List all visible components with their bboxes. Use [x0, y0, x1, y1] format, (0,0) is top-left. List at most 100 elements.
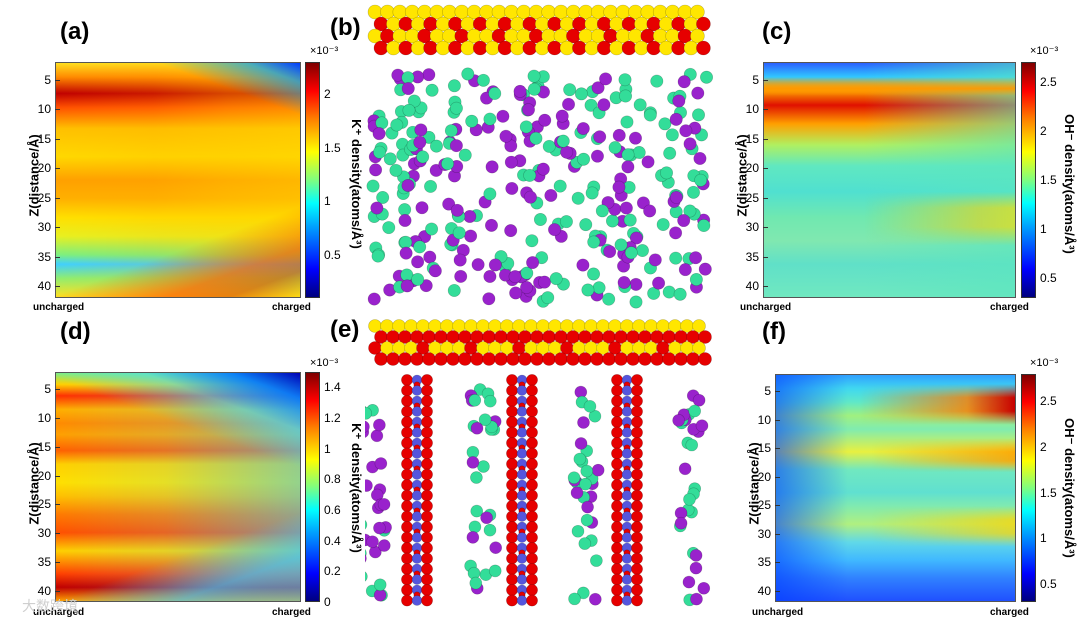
- heatmap-c-ytick-mark-7: [763, 286, 768, 288]
- slab-atom: [506, 500, 518, 512]
- surface-atom: [572, 40, 587, 56]
- slab-atom: [611, 468, 623, 481]
- ion-atom: [413, 240, 427, 254]
- ion-atom: [447, 79, 461, 93]
- ion-atom: [633, 98, 647, 112]
- slab-atom: [621, 385, 633, 396]
- ion-atom: [533, 213, 547, 227]
- ion-atom: [621, 160, 635, 174]
- ion-atom: [461, 67, 475, 81]
- slab-atom: [631, 479, 643, 491]
- slab-atom: [611, 479, 623, 491]
- ion-atom: [483, 112, 497, 126]
- surface-atom: [534, 40, 550, 56]
- heatmap-d-ytick-1: 10: [37, 411, 51, 425]
- ion-atom: [697, 219, 711, 233]
- colorbar-d-tick-6: 1.2: [324, 411, 341, 425]
- ion-atom: [414, 123, 428, 137]
- slab-atom: [421, 489, 433, 502]
- ion-atom: [585, 186, 599, 200]
- ion-atom: [478, 413, 492, 427]
- slab-atom: [401, 468, 413, 481]
- surface-atom: [522, 40, 538, 56]
- ion-atom: [383, 152, 397, 166]
- ion-atom: [466, 456, 480, 469]
- colorbar-d-tick-2: 0.4: [324, 533, 341, 548]
- ion-atom: [483, 394, 497, 408]
- slab-atom: [411, 574, 423, 585]
- ion-atom: [563, 83, 577, 97]
- ion-atom: [579, 477, 592, 491]
- heatmap-f-ylabel: Z(distance/Å): [746, 442, 762, 525]
- slab-atom: [421, 416, 433, 428]
- slab-atom: [516, 385, 528, 396]
- slab-atom: [421, 521, 433, 533]
- surface-atom: [373, 40, 389, 56]
- colorbar-d-tick-4: 0.8: [324, 472, 341, 487]
- slab-atom: [421, 395, 433, 407]
- surface-atom: [386, 352, 400, 366]
- surface-atom: [482, 352, 496, 366]
- ion-atom: [399, 235, 413, 249]
- ion-atom: [559, 215, 573, 229]
- ion-atom: [577, 152, 591, 166]
- heatmap-c-ytick-mark-3: [763, 168, 768, 170]
- heatmap-c-plot: [763, 62, 1016, 298]
- ion-atom: [692, 393, 706, 407]
- ion-atom: [683, 137, 697, 151]
- slab-atom: [401, 563, 413, 575]
- slab-atom: [411, 595, 423, 606]
- slab-atom: [631, 447, 643, 460]
- ion-atom: [525, 234, 539, 248]
- slab-atom: [411, 406, 423, 417]
- slab-atom: [411, 469, 423, 480]
- ion-atom: [398, 213, 412, 227]
- slab-atom: [401, 489, 413, 502]
- colorbar-d-tick-0: 0: [324, 595, 331, 609]
- molecular-snapshot-b: [365, 2, 715, 310]
- ion-atom: [365, 519, 368, 530]
- ion-atom: [591, 463, 605, 477]
- ion-atom: [674, 516, 688, 530]
- slab-atom: [631, 573, 643, 586]
- slab-atom: [421, 542, 433, 554]
- heatmap-f-plot: [775, 374, 1016, 602]
- ion-atom: [488, 564, 502, 578]
- ion-atom: [593, 130, 607, 144]
- ion-atom: [587, 267, 601, 281]
- slab-atom: [506, 489, 518, 502]
- heatmap-a-ytick-mark-4: [55, 197, 60, 199]
- slab-atom: [526, 521, 538, 533]
- slab-atom: [631, 489, 643, 502]
- ion-atom: [373, 521, 386, 535]
- slab-atom: [506, 521, 518, 533]
- slab-atom: [401, 521, 413, 533]
- slab-atom: [506, 468, 518, 481]
- ion-atom: [700, 70, 714, 84]
- surface-atom: [696, 40, 711, 56]
- ion-atom: [371, 249, 385, 263]
- ion-atom: [669, 190, 683, 204]
- ion-atom: [523, 168, 537, 182]
- slab-atom: [631, 510, 643, 523]
- slab-atom: [506, 563, 518, 575]
- ion-atom: [477, 460, 490, 473]
- ion-atom: [401, 71, 415, 85]
- heatmap-a-ytick-2: 15: [37, 131, 51, 146]
- ion-atom: [608, 141, 622, 155]
- ion-atom: [442, 197, 456, 211]
- surface-atom: [634, 40, 649, 56]
- colorbar-a-tick-2: 1.5: [324, 140, 341, 155]
- heatmap-f-ytick-0: 5: [764, 384, 771, 399]
- slab-atom: [421, 531, 433, 544]
- slab-atom: [506, 510, 518, 523]
- ion-atom: [466, 531, 480, 544]
- ion-atom: [591, 81, 605, 95]
- heatmap-f-ytick-mark-4: [775, 505, 780, 507]
- slab-atom: [516, 553, 528, 564]
- slab-atom: [411, 511, 423, 522]
- ion-atom: [577, 416, 590, 429]
- ion-atom: [376, 190, 390, 204]
- ion-atom: [669, 226, 683, 240]
- colorbar-d-tick-1: 0.2: [324, 564, 341, 579]
